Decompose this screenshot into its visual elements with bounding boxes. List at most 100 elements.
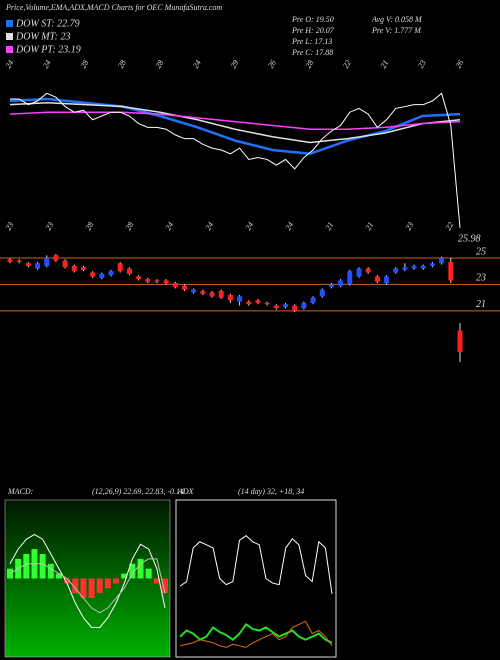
date-label: 24 [164, 220, 176, 231]
macd-bar [145, 568, 152, 579]
y-tick-label: 21 [476, 299, 486, 310]
ema-line [9, 102, 461, 144]
candle-body [181, 285, 187, 290]
candle-body [374, 276, 380, 282]
panel-label: MACD: [7, 487, 34, 496]
candle-body [457, 330, 463, 353]
macd-line [9, 558, 166, 614]
macd-bar [153, 578, 160, 584]
date-label: 21 [379, 58, 391, 69]
candle-body [80, 267, 86, 270]
date-label: 24 [244, 220, 256, 231]
panel-label: ADX [177, 487, 195, 496]
info-text: Pre V: 1.777 M [371, 26, 422, 35]
info-text: Avg V: 0.058 M [371, 15, 423, 24]
candle-body [328, 284, 334, 288]
adx-line [179, 620, 333, 648]
macd-bar [23, 554, 30, 579]
candle-body [163, 280, 169, 284]
candle-body [209, 292, 215, 297]
macd-bar [88, 578, 95, 599]
date-label: 24 [4, 58, 16, 69]
candle-body [154, 280, 160, 282]
y-tick-label: 25.98 [458, 233, 481, 244]
macd-bar [96, 578, 103, 594]
panel-params: (12,26,9) 22.69, 22.83, -0.14 [92, 487, 184, 496]
macd-bar [162, 578, 168, 594]
candle-body [172, 283, 178, 288]
macd-bar [39, 554, 46, 579]
macd-panel [4, 499, 171, 658]
date-label: 29 [229, 58, 241, 69]
date-label: 24 [284, 220, 296, 231]
candle-body [126, 268, 132, 274]
chart-title: Price,Volume,EMA,ADX,MACD Charts for OEC… [5, 3, 222, 12]
info-text: Pre L: 17.13 [291, 37, 332, 46]
candle-body [301, 302, 307, 309]
candle-body [347, 271, 353, 285]
date-label: 23 [404, 220, 416, 231]
date-label: 28 [304, 58, 316, 69]
candle-body [99, 273, 105, 278]
candle-body [384, 276, 390, 284]
date-label: 24 [191, 58, 203, 69]
date-label: 21 [364, 220, 376, 231]
candle-body [71, 265, 77, 272]
candle-body [402, 267, 408, 270]
candle-body [53, 255, 59, 261]
candle-body [191, 289, 197, 293]
legend-swatch [6, 33, 13, 40]
legend-label: DOW PT: 23.19 [15, 44, 81, 55]
candle-body [429, 263, 435, 266]
y-tick-label: 25 [476, 246, 486, 257]
candle-body [16, 260, 22, 262]
candle-body [218, 291, 224, 298]
candle-body [62, 260, 68, 268]
candle-body [255, 300, 261, 303]
info-text: Pre H: 20.07 [291, 26, 335, 35]
date-label: 28 [84, 220, 96, 231]
candle-body [35, 263, 41, 269]
info-text: Pre C: 17.88 [291, 48, 333, 57]
adx-line [179, 535, 333, 594]
date-label: 23 [44, 220, 56, 231]
date-label: 26 [266, 58, 278, 69]
candle-body [200, 291, 206, 294]
candle-body [393, 268, 399, 273]
candle-body [246, 301, 252, 305]
legend-swatch [6, 20, 13, 27]
macd-bar [47, 563, 54, 579]
candle-body [227, 294, 233, 301]
adx-line [179, 623, 333, 644]
macd-bar [104, 578, 111, 589]
date-label: 24 [204, 220, 216, 231]
candle-body [283, 304, 289, 307]
candle-body [365, 268, 371, 273]
legend-swatch [6, 46, 13, 53]
date-label: 28 [124, 220, 136, 231]
candle-body [108, 271, 114, 276]
candle-body [448, 261, 454, 281]
candle-body [7, 259, 13, 262]
macd-bar [64, 578, 71, 584]
macd-bar [80, 578, 87, 599]
macd-bar [55, 573, 62, 579]
candle-body [44, 257, 50, 266]
candle-body [411, 265, 417, 269]
panel-params: (14 day) 32, +18, 34 [238, 487, 304, 496]
info-text: Pre O: 19.50 [291, 15, 334, 24]
ema-line [9, 111, 461, 130]
date-label: 28 [79, 58, 91, 69]
date-label: 26 [454, 58, 466, 69]
candle-body [439, 257, 445, 264]
candle-body [264, 302, 270, 305]
candle-body [136, 276, 142, 280]
date-label: 28 [116, 58, 128, 69]
macd-line [9, 533, 166, 628]
macd-bar [113, 578, 120, 584]
candle-body [273, 305, 279, 309]
price-line [10, 92, 461, 228]
candle-body [25, 263, 31, 266]
date-label: 28 [154, 58, 166, 69]
